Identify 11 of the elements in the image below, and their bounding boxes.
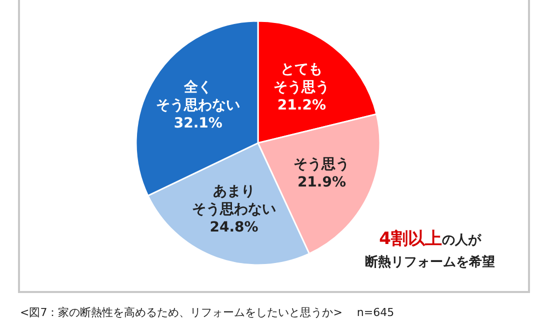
- data-label: 21.2%: [277, 97, 326, 114]
- text: 4割以上の人が: [378, 228, 482, 251]
- slice-label: とてもそう思う: [274, 61, 330, 96]
- text: <図7：家の断熱性を高めるため、リフォームをしたいと思うか> n=645: [20, 305, 394, 320]
- text: 断熱リフォームを希望: [364, 254, 496, 272]
- slice-label: そう思う: [294, 156, 350, 173]
- slice-label: 全くそう思わない: [156, 79, 240, 114]
- data-label: 24.8%: [210, 220, 258, 236]
- data-label: 21.9%: [297, 174, 346, 191]
- slice-label: あまりそう思わない: [192, 184, 276, 218]
- data-label: 32.1%: [174, 115, 222, 132]
